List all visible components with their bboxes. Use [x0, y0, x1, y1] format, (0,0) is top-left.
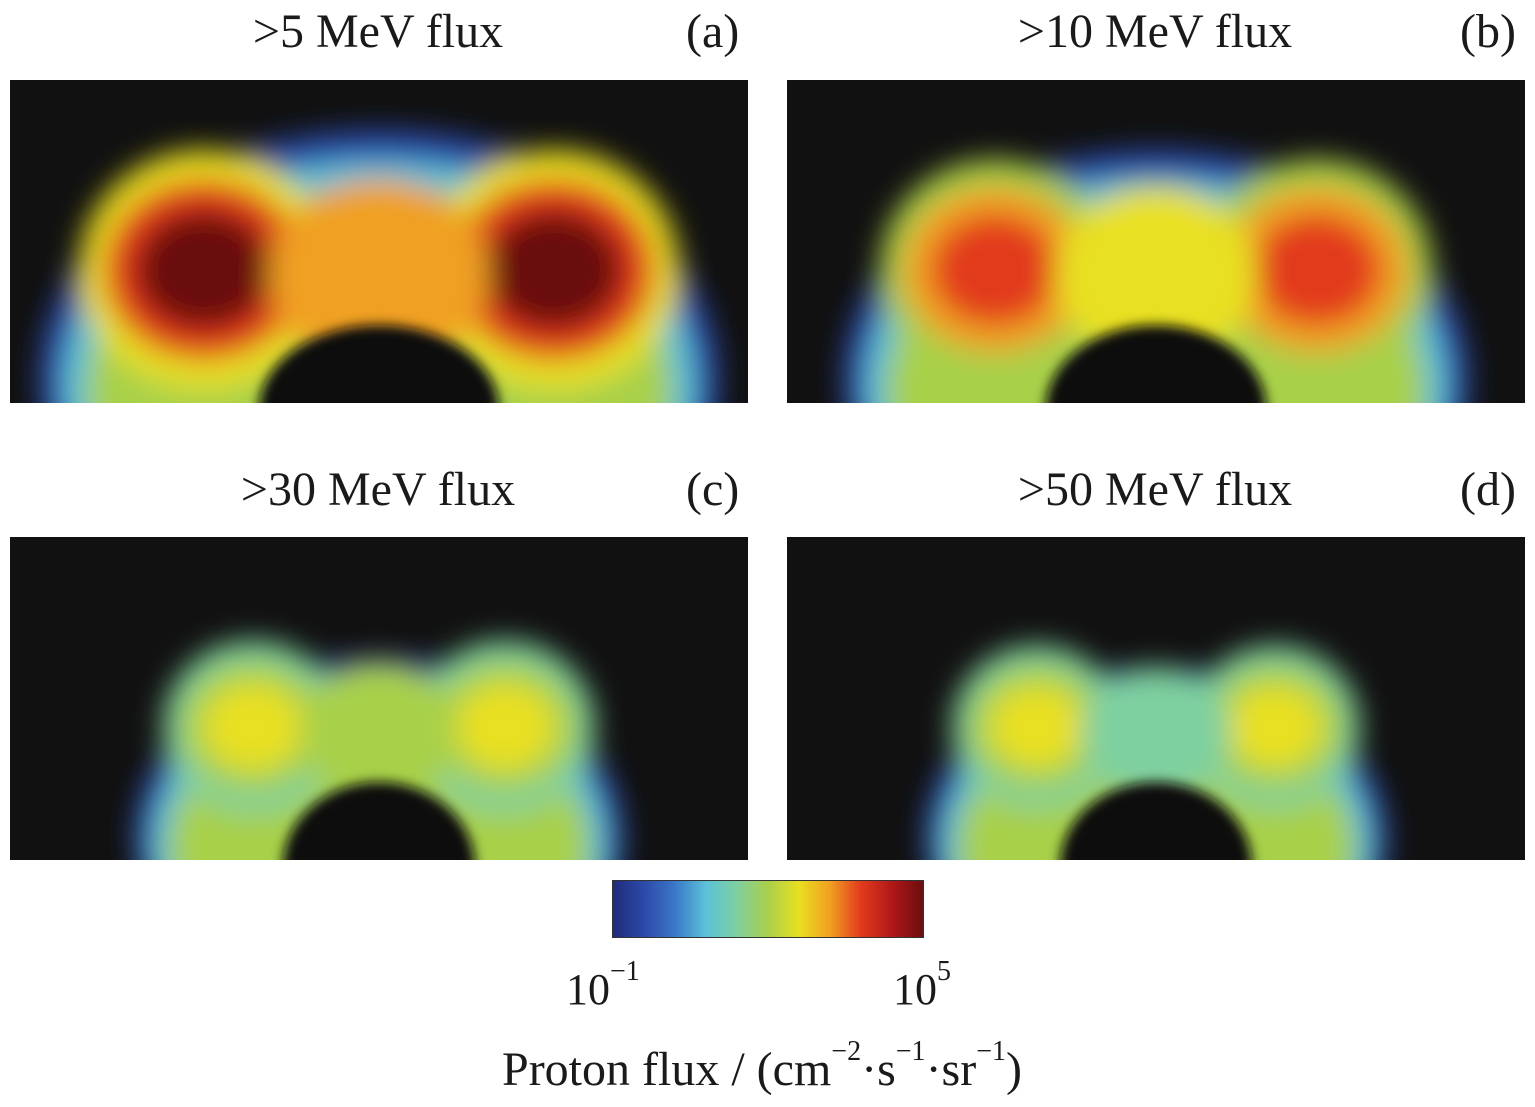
- inner-void: [1060, 782, 1252, 860]
- inner-void: [283, 782, 475, 860]
- belt-center: [1054, 187, 1258, 363]
- belt-center: [269, 180, 489, 370]
- panel-letter-b: (b): [1460, 5, 1516, 58]
- belt-lobe-right-core: [1253, 214, 1381, 326]
- heatmap-d-svg: [924, 645, 1388, 860]
- panel-title-d: >50 MeV flux: [1017, 463, 1293, 516]
- colorbar-tick-min: 10−1: [566, 956, 640, 1014]
- belt-lobe-right-core: [455, 683, 555, 771]
- belt-lobe-left-core: [990, 686, 1084, 768]
- belt-lobe-right-core: [1228, 686, 1322, 768]
- inner-void: [1045, 325, 1267, 403]
- panel-letter-a: (a): [686, 5, 740, 58]
- belt-center: [1081, 667, 1231, 797]
- colorbar-tick-max: 105: [893, 956, 951, 1014]
- belt-lobe-left-core: [931, 214, 1059, 326]
- colorbar-label: Proton flux / (cm−2·s−1·sr−1): [502, 1035, 1022, 1096]
- panel-letter-d: (d): [1460, 463, 1516, 516]
- heatmap-panel-d: [787, 537, 1525, 860]
- heatmap-a-svg: [39, 130, 719, 403]
- colorbar: [612, 880, 924, 938]
- panel-title-c: >30 MeV flux: [240, 463, 516, 516]
- inner-void: [259, 325, 499, 403]
- belt-lobe-left-core: [203, 683, 303, 771]
- heatmap-c-svg: [134, 640, 624, 860]
- heatmap-panel-b: [787, 80, 1525, 403]
- heatmap-b-svg: [843, 150, 1469, 403]
- panel-title-a: >5 MeV flux: [252, 5, 504, 58]
- heatmap-panel-a: [10, 80, 748, 403]
- heatmap-panel-c: [10, 537, 748, 860]
- belt-lobe-left-core: [135, 210, 273, 330]
- panel-letter-c: (c): [686, 463, 740, 516]
- panel-title-b: >10 MeV flux: [1017, 5, 1293, 58]
- belt-lobe-right-core: [485, 210, 623, 330]
- belt-center: [299, 663, 459, 801]
